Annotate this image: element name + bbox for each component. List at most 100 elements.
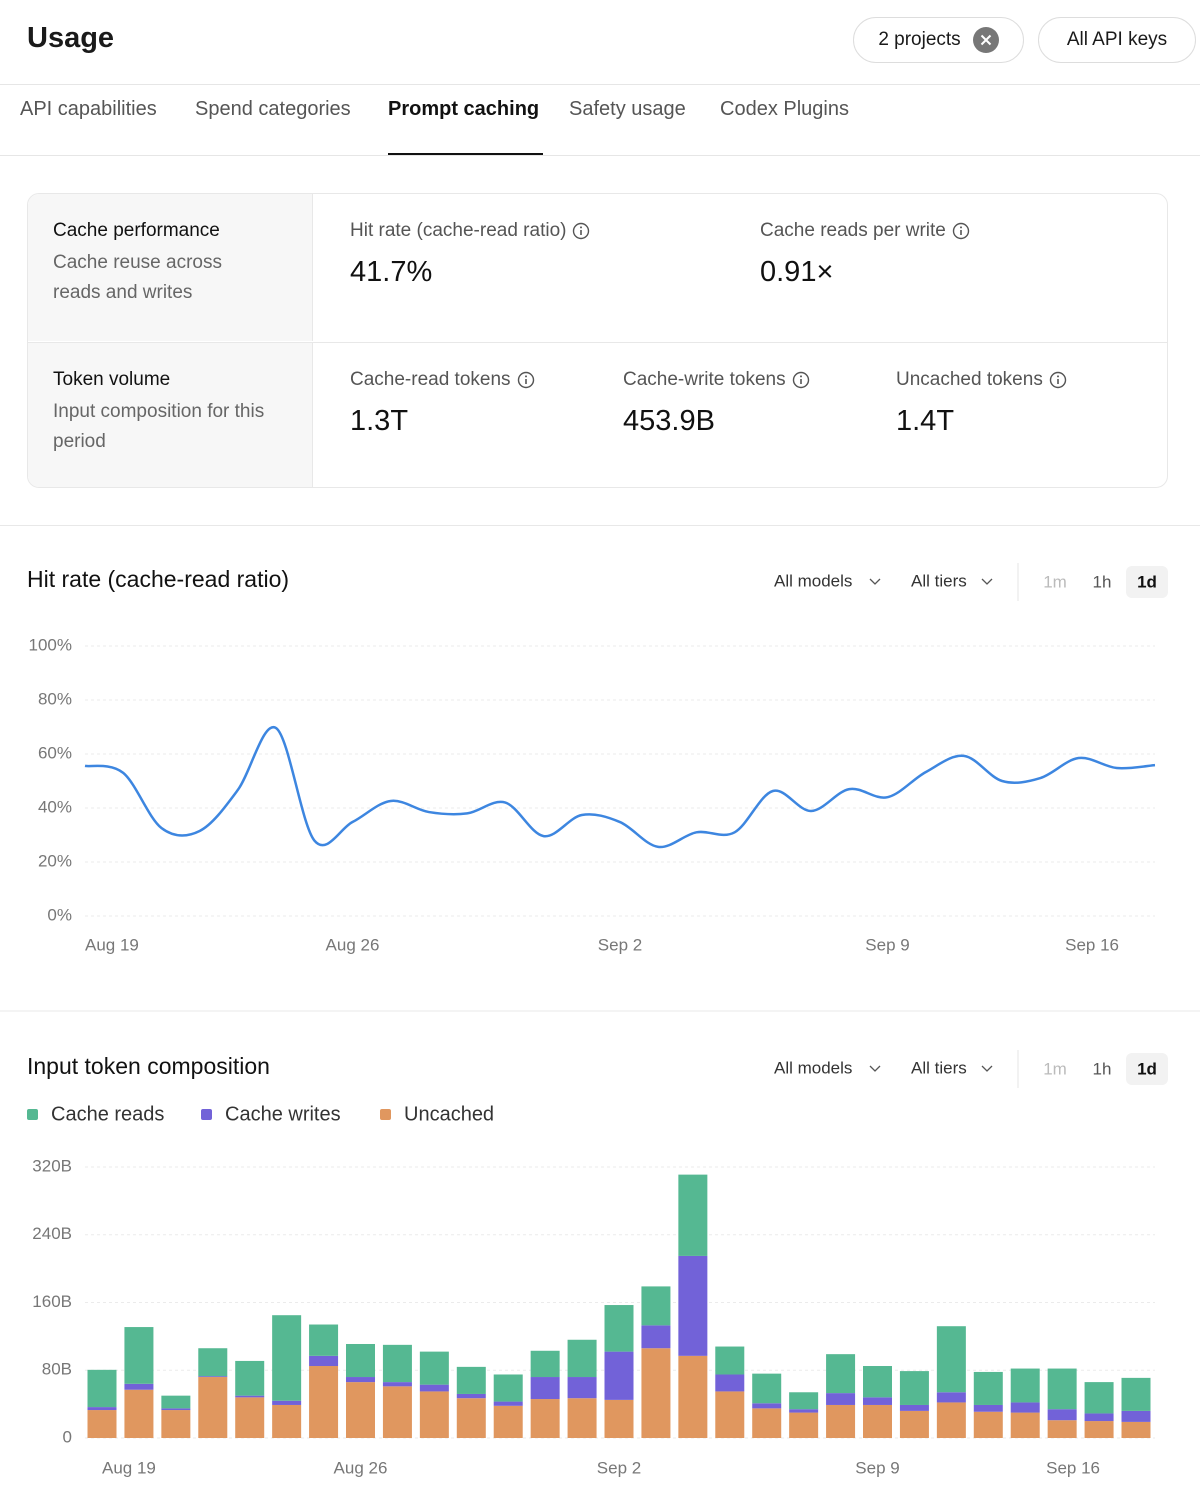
legend-label: Uncached xyxy=(404,1103,494,1125)
granularity-option[interactable]: 1d xyxy=(1137,1059,1157,1078)
bar-segment xyxy=(272,1404,302,1438)
tiers-dropdown[interactable]: All tiers xyxy=(911,571,967,590)
models-dropdown[interactable]: All models xyxy=(774,1058,852,1077)
bar-segment xyxy=(1084,1413,1114,1422)
bar-segment xyxy=(641,1348,671,1438)
y-tick-label: 60% xyxy=(38,743,72,762)
bar-segment xyxy=(715,1374,745,1392)
chart-title: Input token composition xyxy=(27,1053,270,1079)
bar-segment xyxy=(899,1371,929,1405)
bar-segment xyxy=(1047,1420,1077,1438)
bar-segment xyxy=(641,1325,671,1349)
bar-segment xyxy=(863,1366,892,1398)
bar-segment xyxy=(863,1404,892,1438)
metric-label: Hit rate (cache-read ratio) xyxy=(350,220,590,242)
x-tick-label: Sep 2 xyxy=(598,935,642,954)
bar-segment xyxy=(715,1346,745,1375)
bar-segment xyxy=(1121,1410,1151,1422)
bar-segment xyxy=(456,1393,486,1399)
info-icon[interactable] xyxy=(792,371,810,389)
selected-bg xyxy=(1126,1053,1168,1085)
selected-bg xyxy=(1126,566,1168,598)
y-tick-label: 40% xyxy=(38,797,72,816)
metric-value: 453.9B xyxy=(623,405,715,437)
bar-segment xyxy=(124,1327,154,1384)
bar-segment xyxy=(456,1366,486,1394)
bar-segment xyxy=(346,1382,375,1438)
x-tick-label: Aug 26 xyxy=(334,1458,388,1477)
bar-segment xyxy=(419,1384,449,1392)
y-tick-label: 0% xyxy=(47,905,72,924)
api-keys-filter[interactable]: All API keys xyxy=(1038,17,1196,63)
y-tick-label: 320B xyxy=(32,1156,72,1175)
chevron xyxy=(869,578,881,585)
bar-segment xyxy=(419,1351,449,1385)
x-tick-label: Sep 16 xyxy=(1065,935,1119,954)
granularity-option[interactable]: 1m xyxy=(1043,1059,1067,1078)
metric-label: Cache-read tokens xyxy=(350,369,535,391)
bar-segment xyxy=(715,1391,745,1438)
bar-segment xyxy=(382,1386,412,1438)
bar-segment xyxy=(789,1409,819,1413)
info-icon[interactable] xyxy=(1049,371,1067,389)
granularity-option[interactable]: 1h xyxy=(1093,572,1112,591)
bar-segment xyxy=(235,1395,265,1398)
legend-label: Cache reads xyxy=(51,1103,164,1125)
bar-segment xyxy=(863,1397,892,1405)
tiers-dropdown[interactable]: All tiers xyxy=(911,1058,967,1077)
bar-segment xyxy=(124,1383,154,1390)
projects-filter[interactable]: 2 projects xyxy=(853,17,1024,63)
info-icon[interactable] xyxy=(572,222,590,240)
bar-segment xyxy=(346,1377,375,1383)
info-icon[interactable] xyxy=(517,371,535,389)
bar-segment xyxy=(198,1377,228,1438)
tab[interactable]: Spend categories xyxy=(195,98,351,120)
bar-segment xyxy=(604,1305,634,1352)
group-title: Token volume xyxy=(53,369,171,390)
bar-segment xyxy=(1010,1412,1040,1438)
y-tick-label: 80B xyxy=(42,1360,72,1379)
granularity-option[interactable]: 1h xyxy=(1093,1059,1112,1078)
bar-segment xyxy=(752,1403,782,1409)
metric: Hit rate (cache-read ratio) 41.7% xyxy=(350,220,590,289)
group-description: Cache reuse across reads and writes xyxy=(53,252,222,303)
granularity-option[interactable]: 1m xyxy=(1043,572,1067,591)
metric-label-text: Hit rate (cache-read ratio) xyxy=(350,220,567,241)
metric-label: Uncached tokens xyxy=(896,369,1067,391)
models-dropdown[interactable]: All models xyxy=(774,571,852,590)
bar-segment xyxy=(936,1402,966,1438)
tab[interactable]: Codex Plugins xyxy=(720,98,849,120)
bar-segment xyxy=(678,1174,708,1256)
tab[interactable]: Prompt caching xyxy=(388,98,540,120)
x-tick-label: Sep 16 xyxy=(1046,1458,1100,1477)
bar-segment xyxy=(752,1373,782,1404)
y-tick-label: 160B xyxy=(32,1292,72,1311)
charts: Hit rate (cache-read ratio) All models All… xyxy=(0,525,1200,1477)
metric-value: 0.91× xyxy=(760,256,834,288)
bar-segment xyxy=(1047,1368,1077,1410)
clear-icon[interactable] xyxy=(972,27,999,53)
bar-segment xyxy=(493,1405,523,1438)
line-series xyxy=(84,726,1156,849)
bar-segment xyxy=(124,1389,154,1438)
bar-segment xyxy=(1010,1402,1040,1413)
bar-segment xyxy=(899,1410,929,1438)
info-icon[interactable] xyxy=(952,222,970,240)
bar-segment xyxy=(530,1399,560,1438)
bar-segment xyxy=(899,1404,929,1411)
bar-segment xyxy=(235,1397,265,1438)
granularity-option[interactable]: 1d xyxy=(1137,572,1157,591)
y-tick-label: 20% xyxy=(38,851,72,870)
metric: Cache reads per write 0.91× xyxy=(760,220,970,289)
tab[interactable]: Safety usage xyxy=(569,98,686,120)
bar-segment xyxy=(752,1408,782,1438)
group-description: Input composition for this period xyxy=(53,401,265,452)
tab[interactable]: API capabilities xyxy=(20,98,157,120)
legend-label: Cache writes xyxy=(225,1103,341,1125)
bar-segment xyxy=(1084,1382,1114,1414)
chart-title: Hit rate (cache-read ratio) xyxy=(27,566,289,592)
bar-segment xyxy=(419,1391,449,1438)
metric: Cache-read tokens 1.3T xyxy=(350,369,535,438)
bar-segment xyxy=(567,1339,597,1378)
